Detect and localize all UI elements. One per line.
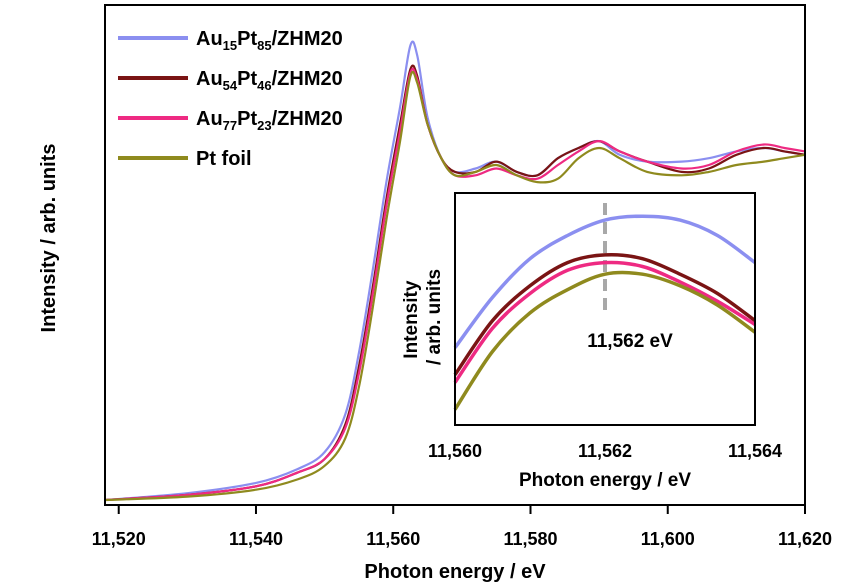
legend-label-3: Pt foil bbox=[196, 148, 252, 170]
main-series-lines bbox=[104, 40, 806, 502]
main-plot: 11,520 11,540 11,560 11,580 11,600 11,620 Pho… bbox=[38, 4, 832, 583]
main-x-tick-label-0: 11,520 bbox=[92, 529, 146, 549]
main-x-tick-label-5: 11,620 bbox=[778, 529, 832, 549]
main-plot-frame bbox=[104, 4, 806, 506]
inset-x-tick-label-0: 11,560 bbox=[428, 441, 482, 461]
inset-x-tick-label-1: 11,562 bbox=[578, 441, 632, 461]
main-x-tick-label-2: 11,560 bbox=[366, 529, 420, 549]
inset-x-axis-label: Photon energy / eV bbox=[519, 470, 691, 491]
main-x-tick-label-1: 11,540 bbox=[229, 529, 283, 549]
inset-x-tick-label-2: 11,564 bbox=[728, 441, 782, 461]
main-x-tick-label-4: 11,600 bbox=[641, 529, 695, 549]
inset-annotation-background bbox=[565, 324, 695, 354]
main-x-tick-label-3: 11,580 bbox=[503, 529, 557, 549]
legend-label-2: Au77Pt23/ZHM20 bbox=[196, 108, 343, 133]
inset-series-line-0 bbox=[453, 214, 757, 349]
main-x-axis-label: Photon energy / eV bbox=[364, 561, 546, 583]
inset-x-ticks: 11,560 11,562 11,564 bbox=[428, 441, 782, 461]
inset-frame bbox=[454, 192, 756, 426]
inset-plot: 11,562 eV 11,560 11,562 11,564 Photon ener… bbox=[401, 192, 782, 491]
main-x-ticks: 11,520 11,540 11,560 11,580 11,600 11,620 bbox=[92, 505, 832, 549]
inset-y-axis-label-line-2: / arb. units bbox=[424, 269, 445, 365]
inset-y-axis-label: Intensity / arb. units bbox=[401, 269, 445, 365]
main-y-axis-label: Intensity / arb. units bbox=[38, 144, 60, 333]
main-series-line-3 bbox=[104, 70, 806, 502]
inset-series-line-1 bbox=[453, 252, 757, 376]
legend: Au15Pt85/ZHM20 Au54Pt46/ZHM20 Au77Pt23/ZHM… bbox=[118, 28, 343, 170]
inset-y-axis-label-line-1: Intensity bbox=[401, 280, 422, 359]
legend-label-1: Au54Pt46/ZHM20 bbox=[196, 68, 343, 93]
inset-series-line-3 bbox=[453, 270, 757, 411]
inset-annotation: 11,562 eV bbox=[587, 331, 673, 352]
inset-series-lines bbox=[453, 214, 757, 411]
inset-series-line-2 bbox=[453, 260, 756, 384]
legend-label-0: Au15Pt85/ZHM20 bbox=[196, 28, 343, 53]
